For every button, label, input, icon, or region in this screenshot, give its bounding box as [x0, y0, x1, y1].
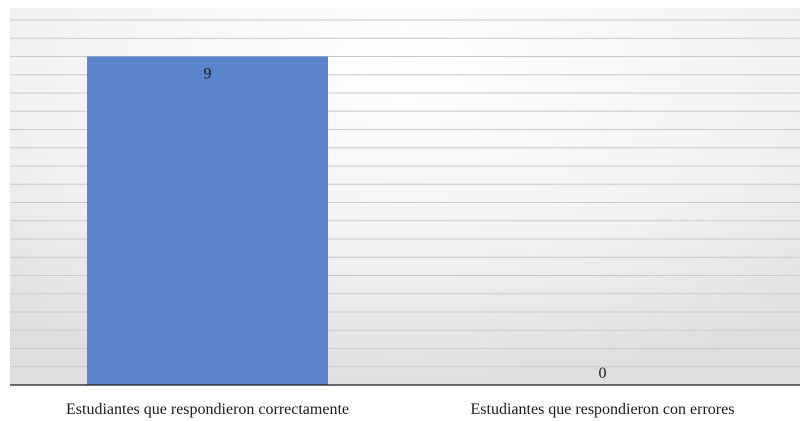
bar-0: [87, 56, 328, 385]
category-label-1: Estudiantes que respondieron con errores: [471, 401, 735, 418]
data-label-1: 0: [599, 365, 607, 382]
data-label-0: 9: [204, 66, 212, 83]
category-labels: Estudiantes que respondieron correctamen…: [66, 401, 734, 418]
category-label-0: Estudiantes que respondieron correctamen…: [66, 401, 349, 418]
bars: [87, 56, 328, 385]
data-labels: 90: [204, 66, 607, 383]
